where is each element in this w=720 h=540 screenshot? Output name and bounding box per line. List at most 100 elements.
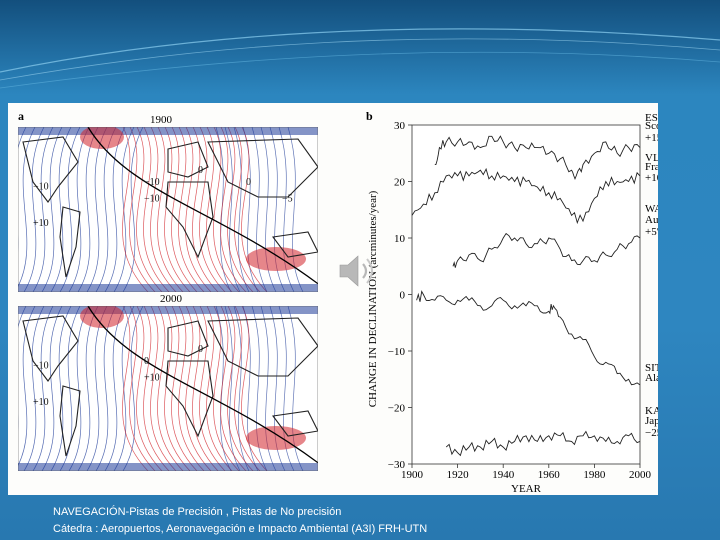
contour-line-positive: [199, 127, 226, 292]
legend-station: KAK: [645, 405, 658, 417]
continent-outline: [207, 138, 318, 198]
map-1900-title: 1900: [150, 114, 173, 126]
map-contour-label: +10: [33, 397, 49, 408]
contour-line-positive: [227, 306, 254, 471]
high-anomaly-south: [246, 247, 306, 271]
contour-line-positive: [241, 127, 268, 292]
map-2000: −10 +10 +10 0 0: [18, 306, 318, 471]
contour-line-negative: [41, 306, 63, 471]
y-tick-label: 10: [394, 233, 406, 245]
contour-line-positive: [129, 127, 156, 292]
contour-line-positive: [241, 306, 268, 471]
contour-line-negative: [32, 127, 54, 292]
y-tick-label: −30: [388, 459, 406, 471]
contour-line-negative: [23, 306, 45, 471]
contour-line-positive: [234, 306, 261, 471]
continent-outline: [165, 360, 214, 438]
contour-line-positive: [143, 127, 170, 292]
contour-line-negative: [242, 127, 259, 292]
contour-line-negative: [215, 306, 232, 471]
map-contour-label: 0: [198, 344, 203, 355]
contour-line-positive: [136, 306, 163, 471]
contour-line-positive: [143, 306, 170, 471]
map-1900: −10 −10 +10 −10 0 0 −5: [18, 127, 318, 292]
series-line-esk: [434, 135, 641, 181]
y-axis-label: CHANGE IN DECLINATION (arcminutes/year): [367, 190, 379, 407]
contour-line-negative: [77, 127, 99, 292]
contour-line-positive: [220, 127, 247, 292]
legend-station: ESK: [645, 112, 658, 124]
x-tick-label: 1920: [447, 469, 470, 481]
legend-station: WAT/GNA: [645, 203, 658, 215]
contour-line-negative: [50, 306, 72, 471]
header-band: [0, 0, 720, 95]
contour-line-positive: [122, 127, 149, 292]
contour-line-negative: [113, 306, 135, 471]
continent-outline: [272, 410, 318, 437]
declination-figure: a 1900 −10 −10 +10 −10 0 0 −5 2000 −10 +10 +10 0 0…: [18, 109, 658, 495]
x-tick-label: 1980: [583, 469, 606, 481]
contour-line-negative: [68, 306, 90, 471]
series-line-vlj-clf: [411, 167, 641, 225]
contour-line-negative: [260, 306, 277, 471]
contour-line-negative: [224, 306, 241, 471]
contour-line-negative: [260, 127, 277, 292]
continent-outline: [59, 385, 81, 457]
legend-place: Australia: [645, 214, 658, 226]
map-contour-label: −10: [33, 182, 49, 193]
x-tick-label: 1900: [401, 469, 424, 481]
contour-line-negative: [233, 127, 250, 292]
contour-line-negative: [18, 127, 36, 287]
contour-line-negative: [41, 127, 63, 292]
legend-place: Japan: [645, 415, 658, 427]
contour-line-positive: [150, 306, 177, 471]
map-contour-label: −10: [33, 361, 49, 372]
contour-line-negative: [50, 127, 72, 292]
contour-line-negative: [215, 127, 232, 292]
continent-outline: [59, 206, 81, 278]
polar-band-south: [18, 463, 318, 471]
contour-line-negative: [104, 306, 126, 471]
legend-station: SIT: [645, 362, 658, 374]
contour-line-negative: [278, 127, 295, 292]
contour-line-negative: [233, 306, 250, 471]
contour-line-positive: [171, 306, 198, 471]
y-tick-label: 0: [400, 290, 406, 302]
contour-line-positive: [213, 306, 240, 471]
map-contour-label: 0: [198, 165, 203, 176]
y-tick-label: −20: [388, 403, 406, 415]
x-axis-label: YEAR: [511, 483, 542, 495]
map-contour-label: −10: [144, 177, 160, 188]
contour-line-positive: [234, 127, 261, 292]
contour-line-positive: [150, 127, 177, 292]
contour-line-positive: [206, 127, 233, 292]
x-tick-label: 1940: [492, 469, 515, 481]
x-tick-label: 2000: [629, 469, 652, 481]
contour-line-positive: [220, 306, 247, 471]
speaker-icon[interactable]: [339, 255, 373, 287]
caption-line-2: Cátedra : Aeropuertos, Aeronavegación e …: [53, 523, 428, 535]
contour-line-negative: [59, 306, 81, 471]
legend-offset: −25′/yr: [645, 427, 658, 439]
polar-band-north: [18, 127, 318, 135]
map-contour-label: 0: [246, 177, 251, 188]
figure-panel: a 1900 −10 −10 +10 −10 0 0 −5 2000 −10 +10 +10 0 0…: [8, 103, 658, 495]
map-2000-title: 2000: [160, 293, 183, 305]
contour-line-positive: [157, 306, 184, 471]
contour-line-negative: [251, 127, 268, 292]
y-tick-label: 30: [394, 120, 406, 132]
contour-line-positive: [171, 127, 198, 292]
map-contour-label: 0: [144, 356, 149, 367]
legend-place: Scotland: [645, 120, 658, 132]
contour-line-positive: [122, 306, 149, 471]
contour-line-positive: [206, 306, 233, 471]
contour-line-negative: [113, 127, 135, 292]
y-tick-label: −10: [388, 346, 406, 358]
contour-line-negative: [18, 306, 36, 466]
contour-line-positive: [136, 127, 163, 292]
continent-outline: [165, 181, 214, 259]
contour-line-negative: [68, 127, 90, 292]
contour-line-negative: [59, 127, 81, 292]
legend-place: France: [645, 161, 658, 173]
